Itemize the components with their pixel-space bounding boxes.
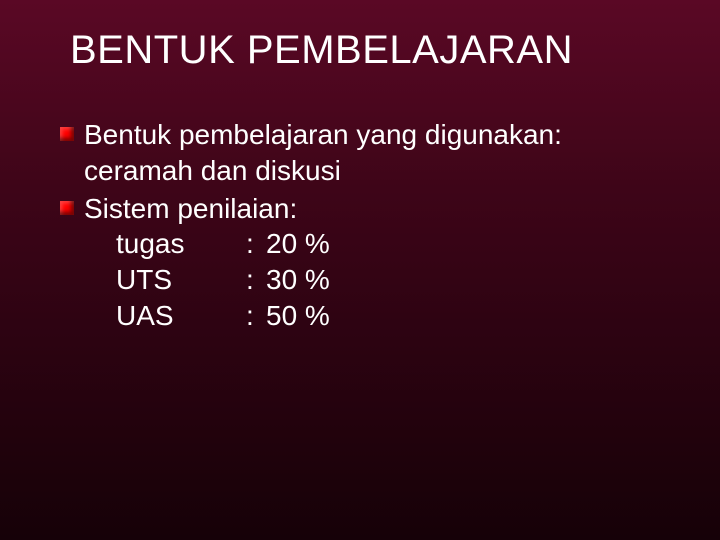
grade-value: 30 % (266, 262, 330, 298)
square-bullet-icon (60, 127, 74, 141)
item-1-line-1: Bentuk pembelajaran yang digunakan: (84, 117, 562, 153)
grade-label: UAS (116, 298, 246, 334)
grade-colon: : (246, 298, 266, 334)
grade-row-uas: UAS : 50 % (116, 298, 330, 334)
grade-colon: : (246, 262, 266, 298)
slide-title: BENTUK PEMBELAJARAN (48, 28, 672, 73)
item-1-line-2: ceramah dan diskusi (84, 153, 562, 189)
item-2-text: Sistem penilaian: tugas : 20 % UTS : 30 … (84, 191, 330, 334)
square-bullet-icon (60, 201, 74, 215)
slide-body: Bentuk pembelajaran yang digunakan: cera… (48, 117, 672, 334)
grade-colon: : (246, 226, 266, 262)
grade-label: tugas (116, 226, 246, 262)
bullet-item-1: Bentuk pembelajaran yang digunakan: cera… (60, 117, 672, 189)
grade-row-tugas: tugas : 20 % (116, 226, 330, 262)
item-1-text: Bentuk pembelajaran yang digunakan: cera… (84, 117, 562, 189)
slide: BENTUK PEMBELAJARAN Bentuk pembelajaran … (0, 0, 720, 540)
bullet-item-2: Sistem penilaian: tugas : 20 % UTS : 30 … (60, 191, 672, 334)
grade-value: 20 % (266, 226, 330, 262)
grade-value: 50 % (266, 298, 330, 334)
grade-label: UTS (116, 262, 246, 298)
grading-block: tugas : 20 % UTS : 30 % UAS : 50 % (116, 226, 330, 333)
grade-row-uts: UTS : 30 % (116, 262, 330, 298)
item-2-line-1: Sistem penilaian: (84, 191, 330, 227)
